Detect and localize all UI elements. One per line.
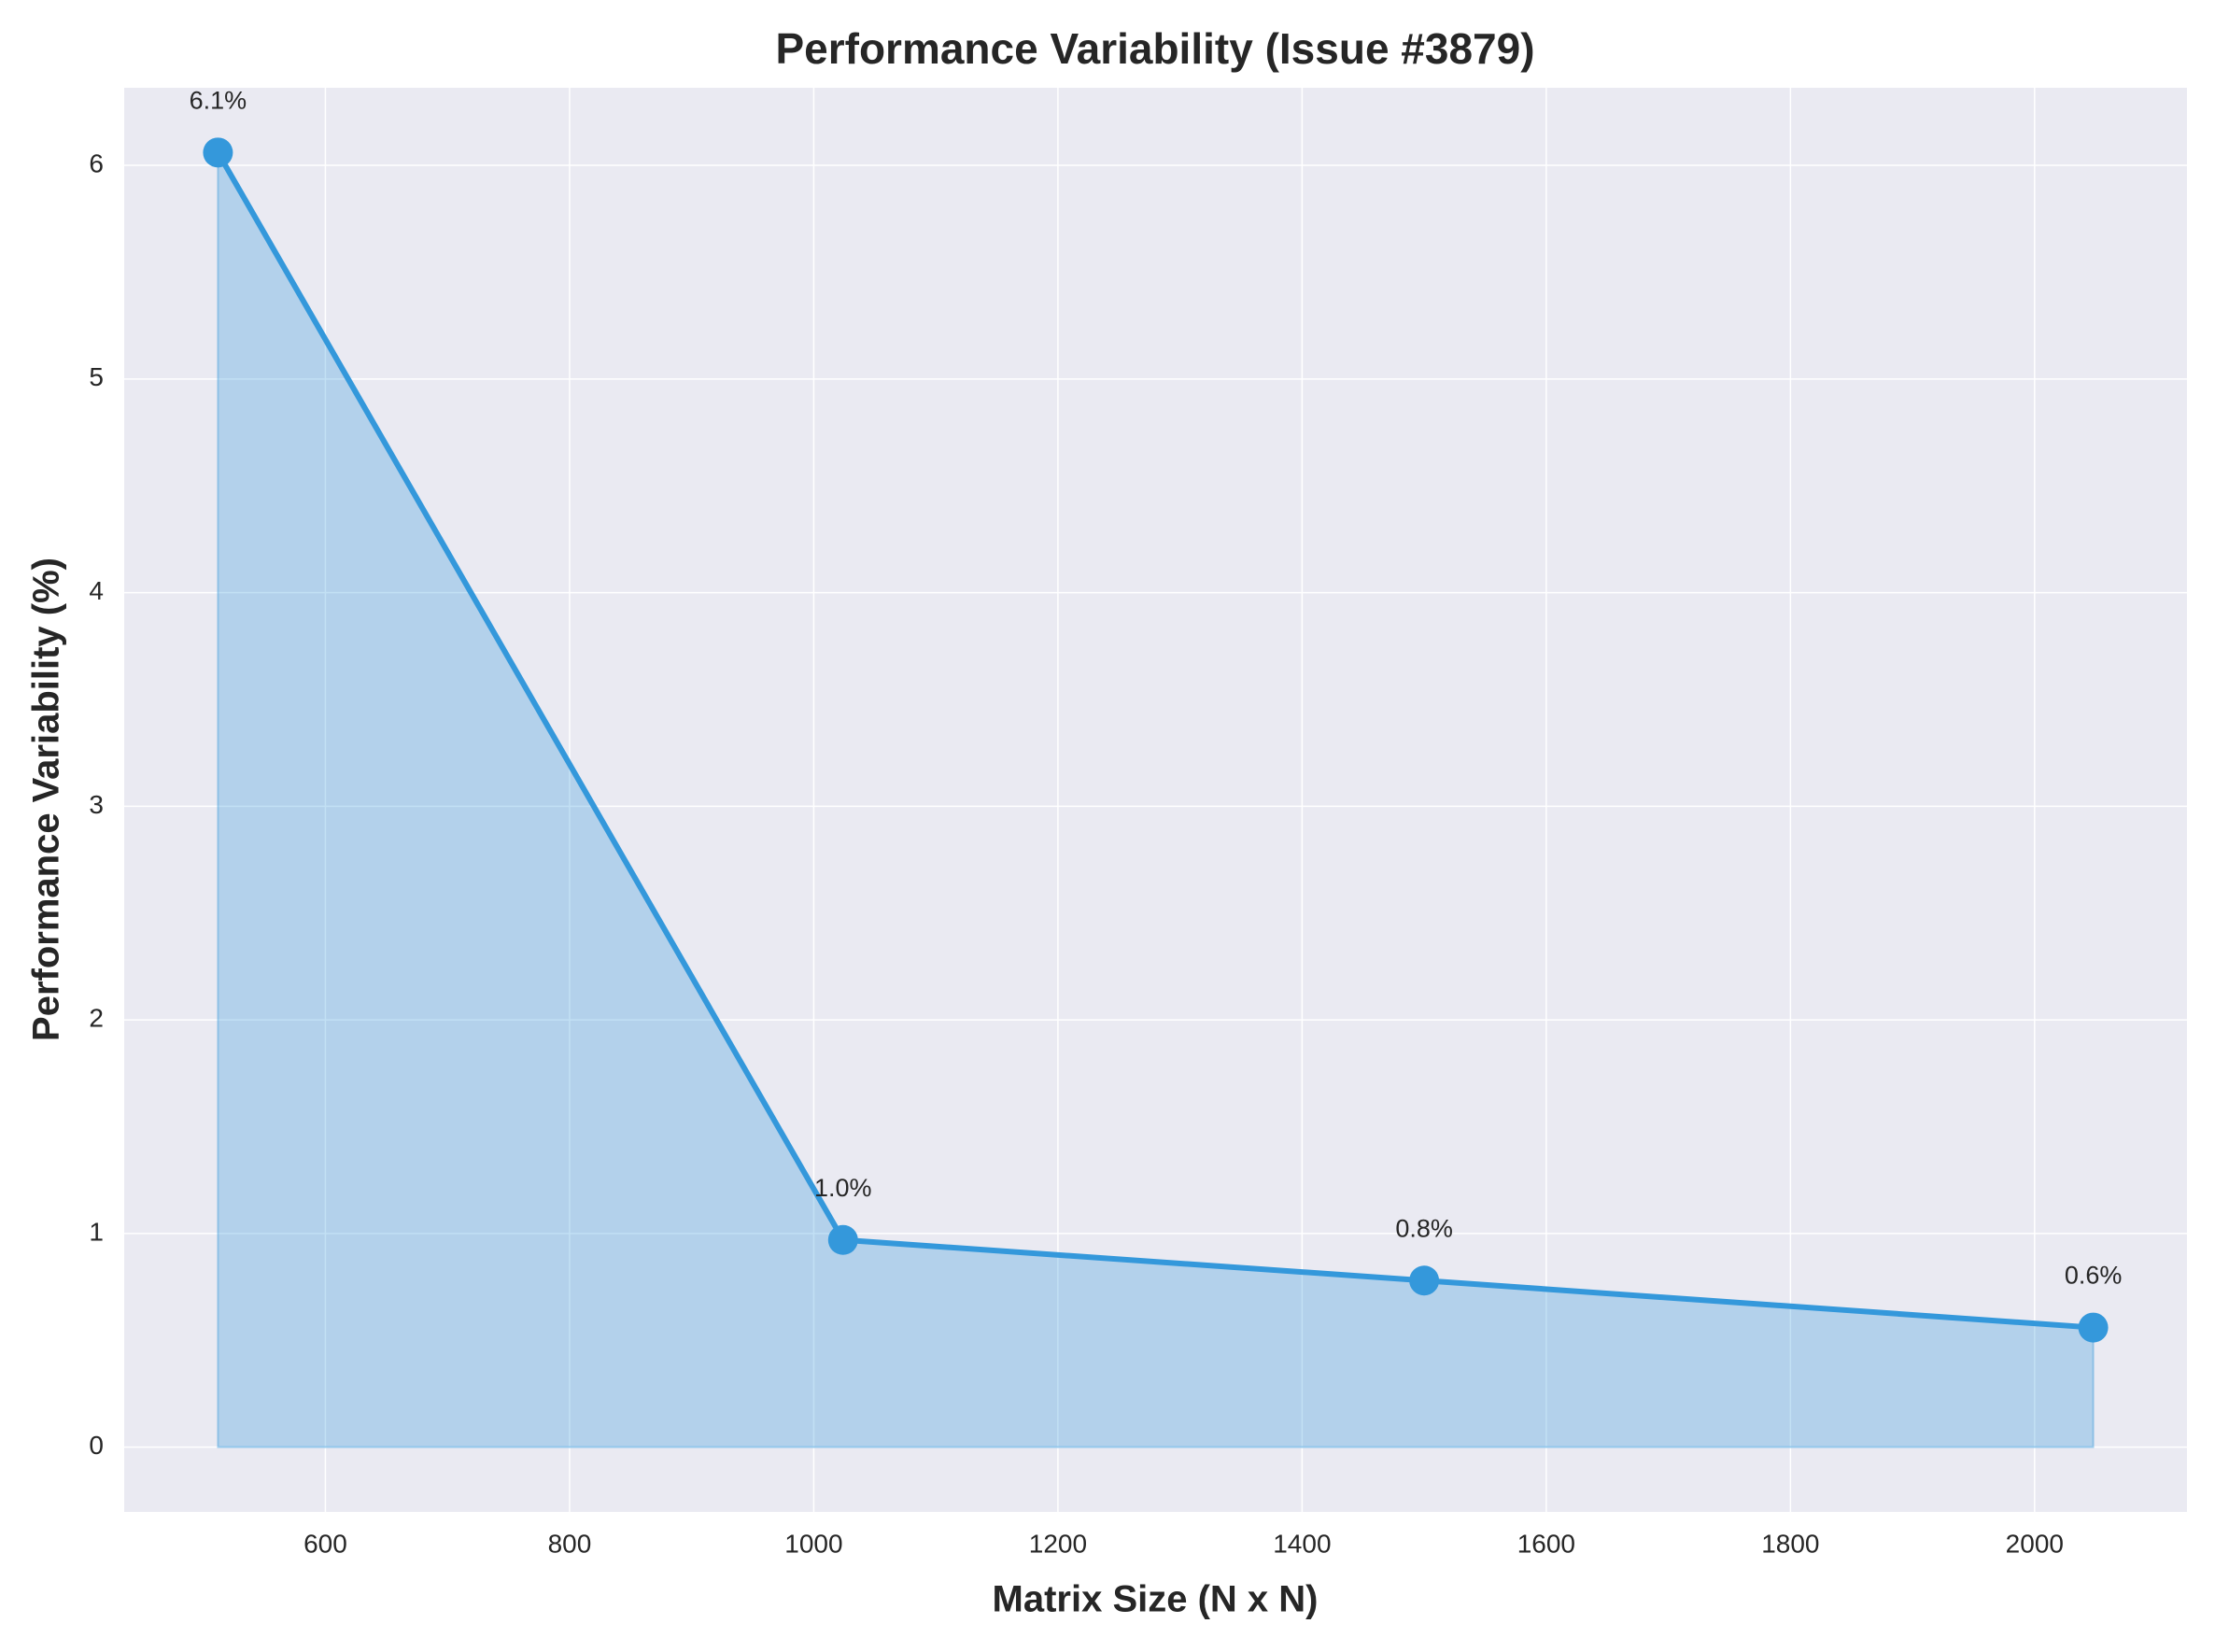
x-tick-label: 2000 bbox=[2006, 1529, 2064, 1558]
x-tick-label: 1800 bbox=[1761, 1529, 1819, 1558]
x-axis-label: Matrix Size (N x N) bbox=[993, 1579, 1319, 1620]
x-tick-label: 800 bbox=[548, 1529, 592, 1558]
y-tick-label: 0 bbox=[89, 1431, 104, 1460]
y-tick-label: 5 bbox=[89, 362, 104, 391]
x-tick-label: 600 bbox=[303, 1529, 347, 1558]
y-tick-label: 6 bbox=[89, 148, 104, 177]
chart-title: Performance Variability (Issue #3879) bbox=[775, 24, 1534, 73]
data-point bbox=[2078, 1312, 2109, 1343]
y-axis-label: Performance Variability (%) bbox=[26, 558, 67, 1041]
value-label: 0.6% bbox=[2065, 1262, 2123, 1290]
data-point bbox=[203, 137, 233, 168]
y-tick-label: 4 bbox=[89, 576, 104, 605]
y-tick-label: 3 bbox=[89, 790, 104, 819]
y-tick-label: 1 bbox=[89, 1217, 104, 1246]
value-label: 0.8% bbox=[1395, 1214, 1453, 1242]
x-tick-label: 1600 bbox=[1517, 1529, 1575, 1558]
x-tick-label: 1200 bbox=[1029, 1529, 1087, 1558]
plot-background bbox=[124, 88, 2187, 1512]
data-point bbox=[1409, 1265, 1440, 1296]
series-line bbox=[215, 150, 2094, 1331]
data-point bbox=[827, 1224, 858, 1255]
x-tick-label: 1000 bbox=[784, 1529, 842, 1558]
y-tick-label: 2 bbox=[89, 1004, 104, 1033]
value-label: 6.1% bbox=[190, 86, 247, 114]
value-label: 1.0% bbox=[814, 1174, 872, 1202]
x-tick-label: 1400 bbox=[1273, 1529, 1331, 1558]
